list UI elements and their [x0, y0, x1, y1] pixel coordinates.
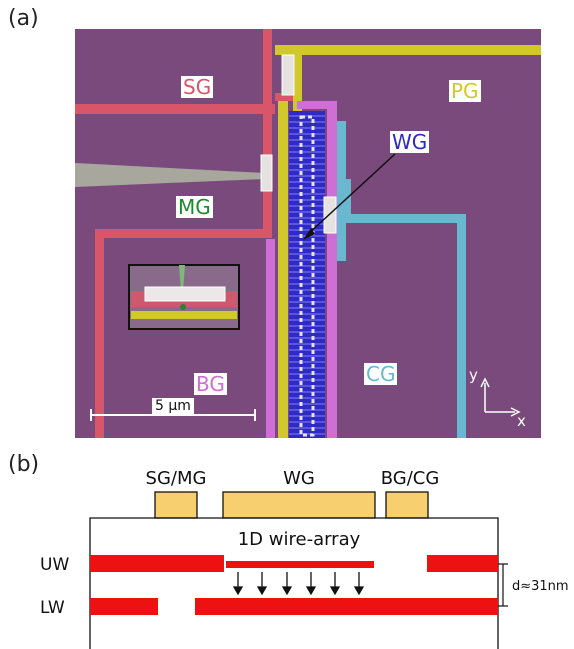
label-pg: PG — [449, 80, 481, 102]
pg-contact — [282, 55, 294, 95]
axis-y-label: y — [469, 366, 478, 384]
gate-bgcg — [386, 492, 428, 518]
label-array: 1D wire-array — [238, 529, 361, 550]
label-mg: MG — [176, 196, 213, 218]
tunnel-arrows — [234, 572, 363, 594]
uw-left — [90, 555, 224, 572]
label-uw: UW — [40, 555, 69, 575]
label-cg: CG — [364, 363, 397, 385]
scale-bar-label: 5 μm — [152, 398, 194, 415]
distance-bracket — [498, 564, 508, 606]
label-wg: WG — [390, 131, 429, 153]
axis-x-label: x — [517, 412, 526, 430]
label-bgcg: BG/CG — [381, 468, 440, 489]
gate-sgmg — [155, 492, 197, 518]
panel-a-label: (a) — [8, 6, 39, 31]
lw-right — [195, 598, 498, 615]
schematic: SG/MG WG BG/CG 1D wire-array UW LW d≈31n… — [0, 450, 574, 649]
cg-contact — [324, 197, 336, 233]
inset-image — [129, 265, 239, 329]
uw-right — [427, 555, 498, 572]
label-sg: SG — [181, 76, 213, 98]
mg-contact — [261, 155, 272, 191]
uw-center — [226, 561, 374, 568]
label-lw: LW — [40, 598, 65, 618]
label-distance: d≈31nm — [512, 579, 569, 594]
gate-wg — [223, 492, 375, 518]
label-bg: BG — [194, 373, 227, 395]
label-sgmg: SG/MG — [146, 468, 207, 489]
label-wg-b: WG — [283, 468, 315, 489]
lw-left — [90, 598, 158, 615]
wg-wires — [289, 111, 325, 438]
